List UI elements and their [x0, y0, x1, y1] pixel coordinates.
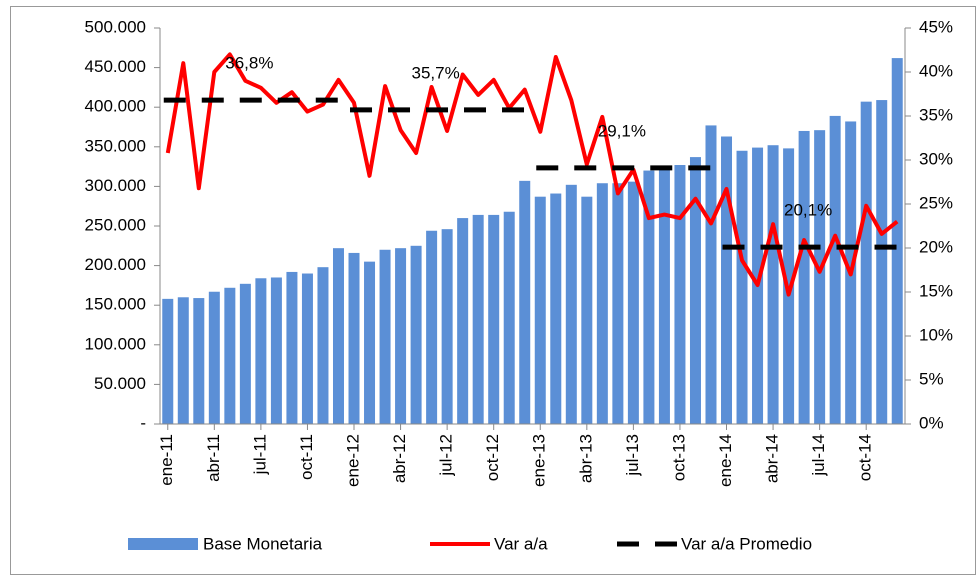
y2-tick-label: 15%: [919, 281, 953, 300]
x-tick-label: ene-12: [343, 434, 362, 487]
y-tick-label: 50.000: [94, 374, 146, 393]
bar: [612, 183, 624, 424]
bar: [332, 248, 344, 424]
bar: [767, 145, 779, 424]
bar: [643, 170, 655, 424]
x-tick-label: jul-12: [437, 434, 456, 477]
y-tick-label: 250.000: [85, 215, 146, 234]
bar: [193, 298, 205, 424]
legend-label: Var a/a Promedio: [681, 534, 812, 553]
bar: [410, 245, 422, 424]
bar: [876, 100, 888, 425]
bar: [286, 271, 298, 424]
y-tick-label: 500.000: [85, 17, 146, 36]
y-tick-label: 150.000: [85, 295, 146, 314]
bar: [627, 181, 639, 424]
bar: [270, 277, 282, 424]
legend-label: Base Monetaria: [203, 534, 323, 553]
y2-tick-label: 20%: [919, 237, 953, 256]
y2-tick-label: 35%: [919, 105, 953, 124]
bar: [488, 214, 500, 424]
y-tick-label: 450.000: [85, 57, 146, 76]
average-label: 35,7%: [412, 63, 460, 82]
y2-tick-label: 0%: [919, 413, 944, 432]
x-tick-label: oct-14: [856, 434, 875, 481]
bar: [208, 291, 220, 424]
bar: [550, 193, 562, 424]
bar: [689, 157, 701, 424]
line: [165, 52, 899, 297]
average-label: 29,1%: [598, 121, 646, 140]
bar: [239, 283, 251, 424]
average-label: 36,8%: [225, 54, 273, 73]
bar: [596, 183, 608, 424]
x-tick-label: ene-14: [716, 434, 735, 487]
bar: [814, 130, 826, 424]
bar: [503, 211, 515, 424]
bar: [798, 130, 810, 424]
bar: [395, 248, 407, 424]
bar: [519, 180, 531, 424]
x-tick-label: abr-14: [763, 434, 782, 483]
y-tick-label: 200.000: [85, 255, 146, 274]
bar: [534, 196, 546, 424]
bar: [705, 125, 717, 424]
y-tick-label: 400.000: [85, 97, 146, 116]
bar: [317, 267, 329, 424]
bar: [301, 273, 313, 424]
legend-swatch: [128, 538, 198, 550]
bar: [224, 287, 236, 424]
y2-tick-label: 10%: [919, 325, 953, 344]
bar: [721, 136, 733, 424]
bar: [565, 184, 577, 424]
x-tick-label: jul-11: [250, 434, 269, 475]
average-label: 20,1%: [784, 201, 832, 220]
y2-tick-label: 45%: [919, 17, 953, 36]
x-tick-label: jul-13: [623, 434, 642, 477]
x-tick-label: jul-14: [809, 434, 828, 477]
bar: [162, 298, 174, 424]
y2-tick-label: 30%: [919, 149, 953, 168]
bar: [364, 261, 376, 424]
bar: [581, 196, 593, 424]
bar: [379, 249, 391, 424]
x-tick-label: ene-13: [530, 434, 549, 487]
y-tick-label: 350.000: [85, 136, 146, 155]
bar: [348, 252, 360, 424]
bar: [736, 150, 748, 424]
y-tick-label: 300.000: [85, 176, 146, 195]
bar: [457, 218, 469, 424]
y-tick-label: -: [140, 413, 146, 432]
y-tick-label: 100.000: [85, 334, 146, 353]
x-tick-label: oct-13: [669, 434, 688, 481]
bar: [829, 115, 841, 425]
bar: [472, 214, 484, 424]
x-tick-label: abr-12: [390, 434, 409, 483]
x-tick-label: oct-12: [483, 434, 502, 481]
legend-label: Var a/a: [494, 534, 548, 553]
y2-tick-label: 25%: [919, 193, 953, 212]
bar: [860, 101, 872, 424]
bar: [426, 230, 438, 424]
bar: [177, 297, 189, 424]
y2-tick-label: 40%: [919, 61, 953, 80]
x-tick-label: oct-11: [297, 434, 316, 480]
y2-tick-label: 5%: [919, 369, 944, 388]
bar: [891, 58, 903, 424]
bar: [255, 278, 267, 424]
bar: [441, 229, 453, 424]
x-tick-label: abr-13: [576, 434, 595, 483]
x-tick-label: abr-11: [204, 434, 223, 482]
bar: [674, 165, 686, 425]
bar: [658, 169, 670, 424]
x-tick-label: ene-11: [157, 434, 176, 486]
